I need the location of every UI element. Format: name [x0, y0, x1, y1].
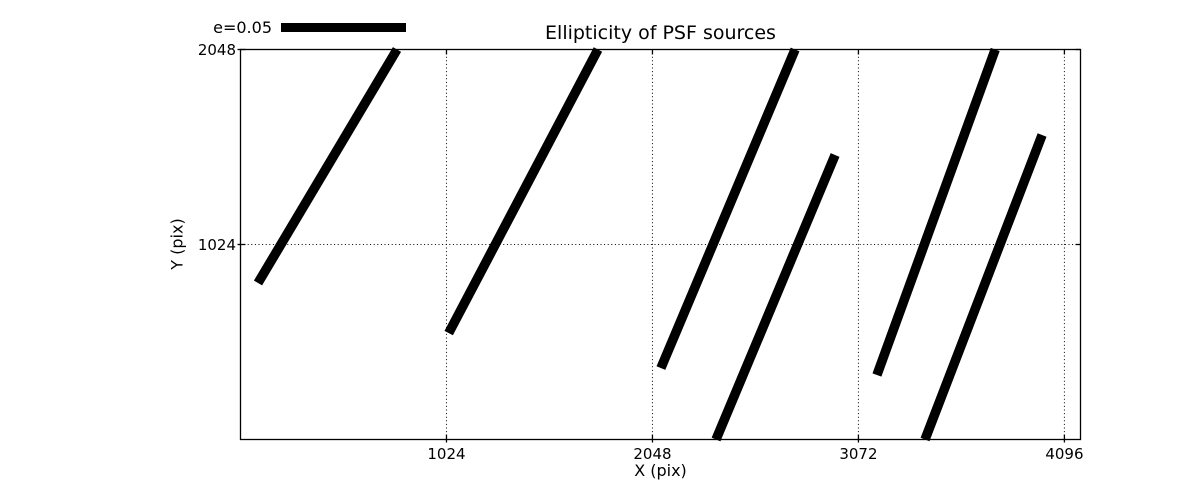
- whisker-segment: [711, 153, 840, 442]
- whisker-segment: [656, 47, 800, 370]
- whisker-segment: [444, 47, 603, 336]
- chart-title: Ellipticity of PSF sources: [545, 22, 776, 44]
- x-tick-label: 4096: [1045, 445, 1084, 463]
- whisker-segment: [253, 47, 402, 286]
- x-tick-label: 3072: [839, 445, 878, 463]
- x-axis-label: X (pix): [634, 461, 687, 480]
- plot-border: [239, 48, 1082, 441]
- whisker-segment: [920, 133, 1047, 442]
- y-tick-label: 1024: [197, 235, 236, 254]
- x-tick-label: 2048: [633, 445, 672, 463]
- whisker-segment: [872, 47, 1000, 377]
- y-tick-label: 2048: [197, 40, 236, 59]
- legend-scale-label: e=0.05: [213, 18, 272, 37]
- x-tick-label: 1024: [427, 445, 466, 463]
- legend-scale-bar: [281, 23, 406, 32]
